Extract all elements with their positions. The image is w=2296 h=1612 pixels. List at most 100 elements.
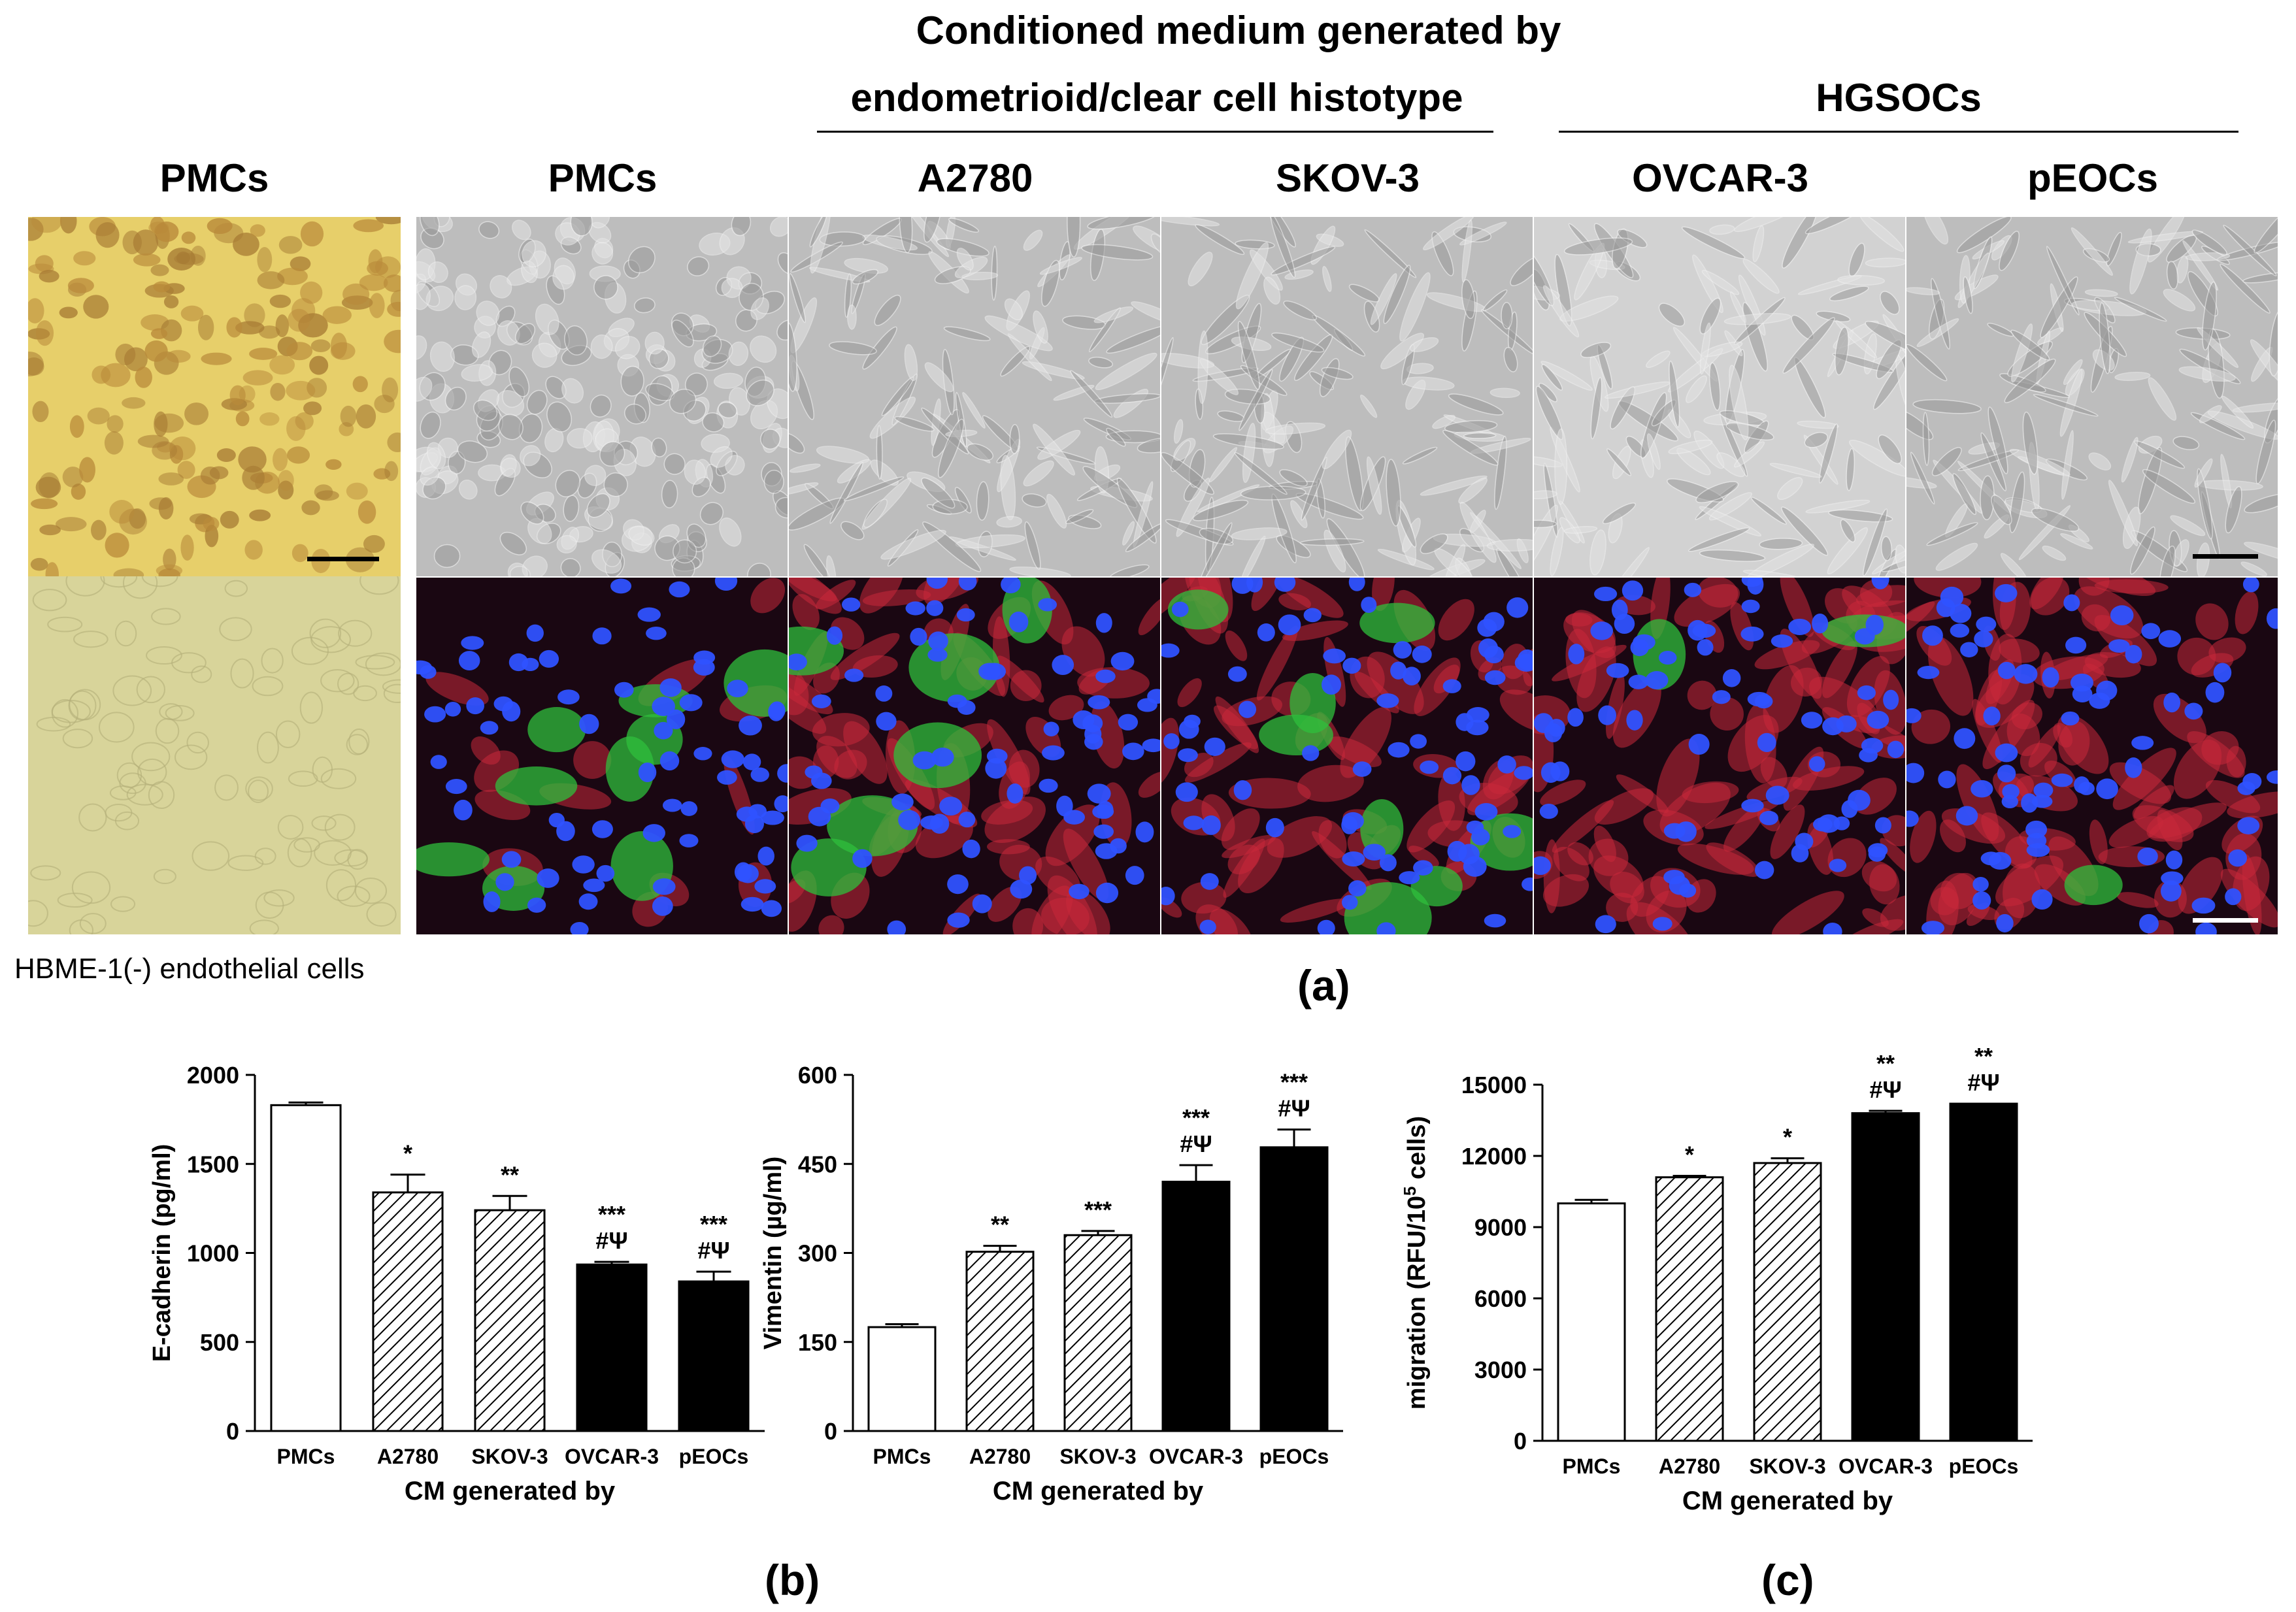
- phase-contrast-peocs: [1906, 217, 2278, 576]
- bar-peocs: [1259, 1146, 1329, 1432]
- phase-contrast-skov3: [1161, 217, 1533, 576]
- x-tick-label: pEOCs: [679, 1445, 749, 1468]
- header-endometrioid-group: endometrioid/clear cell histotype: [850, 76, 1463, 120]
- x-tick-label: OVCAR-3: [1149, 1445, 1243, 1468]
- x-axis-label: CM generated by: [1682, 1487, 1893, 1515]
- significance-label: #Ψ: [595, 1227, 627, 1254]
- bar-a2780: [965, 1251, 1035, 1432]
- x-tick-label: SKOV-3: [471, 1445, 548, 1468]
- bar-pmcs: [867, 1326, 937, 1432]
- x-tick-label: SKOV-3: [1059, 1445, 1136, 1468]
- chart-vimentin: 0 150 300 450 600 Vimentin (µg/ml) PMCs A2780 **…: [759, 1062, 1343, 1505]
- bar-ovcar-3: [576, 1263, 648, 1432]
- header-conditioned-medium: Conditioned medium generated by: [916, 8, 1561, 52]
- y-tick-label: 450: [798, 1151, 837, 1177]
- x-tick-label: OVCAR-3: [565, 1445, 659, 1468]
- fluorescence-a2780: [789, 578, 1160, 934]
- fluorescence-skov3: [1161, 578, 1533, 934]
- column-label-ovcar3: OVCAR-3: [1631, 156, 1809, 200]
- y-tick-label: 150: [798, 1329, 837, 1356]
- column-label-skov3: SKOV-3: [1275, 156, 1420, 200]
- significance-label: #Ψ: [1967, 1069, 1999, 1096]
- y-tick-label: 300: [798, 1240, 837, 1267]
- bar-peocs: [1949, 1102, 2018, 1442]
- fluorescence-pmcs: [416, 578, 788, 934]
- x-tick-label: pEOCs: [1259, 1445, 1329, 1468]
- bar-ovcar-3: [1161, 1181, 1231, 1432]
- y-tick-label: 12000: [1461, 1143, 1527, 1170]
- micrograph-hbme-negative-control: [28, 576, 401, 934]
- y-tick-label: 15000: [1461, 1072, 1527, 1098]
- micrograph-pmc-immunostain: [28, 217, 401, 576]
- y-tick-label: 1000: [187, 1240, 239, 1267]
- bar-pmcs: [270, 1104, 342, 1432]
- significance-label: ***: [700, 1211, 727, 1238]
- significance-label: **: [1974, 1043, 1993, 1070]
- x-tick-label: PMCs: [873, 1445, 931, 1468]
- significance-label: ***: [1280, 1069, 1308, 1096]
- x-tick-label: A2780: [969, 1445, 1031, 1468]
- fluorescence-peocs: [1906, 578, 2278, 934]
- significance-label: **: [1876, 1050, 1895, 1077]
- x-axis-label: CM generated by: [405, 1477, 616, 1505]
- y-tick-label: 0: [824, 1418, 837, 1445]
- y-axis-label: E-cadherin (pg/ml): [148, 1144, 176, 1362]
- significance-label: ***: [1084, 1196, 1112, 1223]
- y-tick-label: 6000: [1474, 1285, 1527, 1312]
- column-label-pmcs-left: PMCs: [159, 156, 269, 200]
- divider-endometrioid-group: [817, 131, 1493, 133]
- x-tick-label: A2780: [1659, 1455, 1720, 1478]
- y-axis-label: migration (RFU/105 cells): [1400, 1116, 1431, 1409]
- column-label-a2780: A2780: [917, 156, 1033, 200]
- significance-label: ***: [1182, 1104, 1210, 1131]
- y-tick-label: 1500: [187, 1151, 239, 1177]
- y-tick-label: 0: [226, 1418, 239, 1445]
- column-label-pmcs: PMCs: [548, 156, 657, 200]
- y-tick-label: 9000: [1474, 1214, 1527, 1241]
- panel-label-b: (b): [765, 1556, 820, 1604]
- header-hgsocs-group: HGSOCs: [1816, 76, 1982, 120]
- bar-skov-3: [1753, 1162, 1822, 1442]
- chart-migration: 0 3000 6000 9000 12000 15000 migration (RFU/10…: [1400, 1043, 2033, 1515]
- x-tick-label: SKOV-3: [1749, 1455, 1825, 1478]
- caption-hbme-endothelial: HBME-1(-) endothelial cells: [14, 953, 365, 985]
- x-tick-label: OVCAR-3: [1838, 1455, 1933, 1478]
- bar-ovcar-3: [1851, 1112, 1920, 1442]
- x-tick-label: A2780: [377, 1445, 439, 1468]
- scale-bar-immunostain: [307, 557, 379, 561]
- bar-peocs: [678, 1280, 750, 1432]
- significance-label: #Ψ: [1278, 1095, 1310, 1122]
- chart-e-cadherin: 0 500 1000 1500 2000 E-cadherin (pg/ml) PMCs A2…: [148, 1062, 765, 1505]
- panel-label-c: (c): [1761, 1556, 1814, 1604]
- bar-skov-3: [1063, 1234, 1133, 1432]
- significance-label: *: [1685, 1142, 1694, 1168]
- y-tick-label: 0: [1514, 1428, 1527, 1455]
- significance-label: **: [501, 1161, 519, 1188]
- y-tick-label: 600: [798, 1062, 837, 1089]
- x-tick-label: PMCs: [1563, 1455, 1621, 1478]
- significance-label: *: [1783, 1124, 1792, 1151]
- x-axis-label: CM generated by: [993, 1477, 1204, 1505]
- significance-label: #Ψ: [1180, 1130, 1212, 1157]
- column-label-peocs: pEOCs: [2027, 156, 2159, 200]
- significance-label: *: [403, 1140, 412, 1167]
- phase-contrast-ovcar3: [1534, 217, 1905, 576]
- bar-a2780: [1655, 1176, 1724, 1442]
- scale-bar-phase-contrast: [2193, 554, 2258, 559]
- bar-pmcs: [1557, 1202, 1626, 1442]
- y-tick-label: 2000: [187, 1062, 239, 1089]
- phase-contrast-pmcs: [416, 217, 788, 576]
- fluorescence-ovcar3: [1534, 578, 1905, 934]
- phase-contrast-a2780: [789, 217, 1160, 576]
- scale-bar-fluorescence: [2193, 918, 2258, 923]
- divider-hgsocs-group: [1559, 131, 2238, 133]
- y-axis-label: Vimentin (µg/ml): [759, 1157, 787, 1350]
- significance-label: **: [991, 1211, 1009, 1238]
- bar-a2780: [372, 1191, 444, 1432]
- x-tick-label: pEOCs: [1949, 1455, 2019, 1478]
- significance-label: ***: [598, 1201, 625, 1228]
- y-tick-label: 3000: [1474, 1357, 1527, 1383]
- significance-label: #Ψ: [1869, 1076, 1901, 1103]
- panel-label-a: (a): [1297, 961, 1350, 1010]
- significance-label: #Ψ: [697, 1237, 729, 1264]
